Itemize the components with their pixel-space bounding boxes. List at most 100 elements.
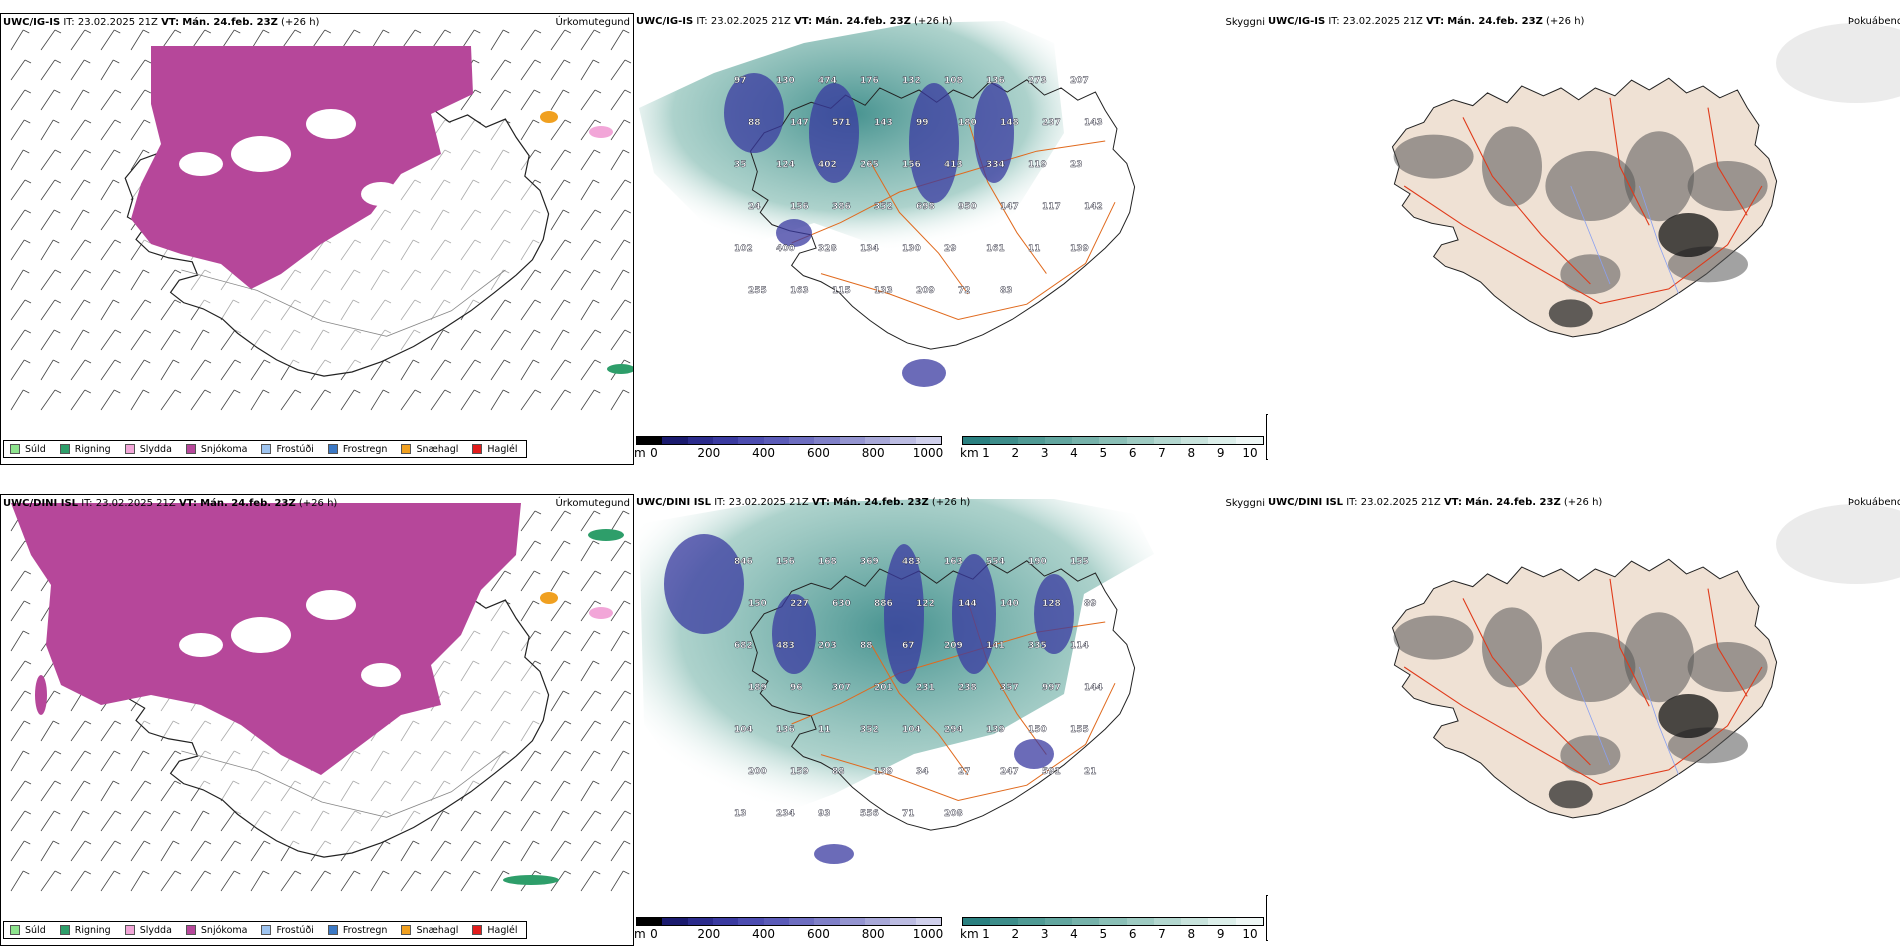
top-cloud-panel: UWC/IG-IS IT: 23.02.2025 21Z VT: Mán. 24…: [1266, 13, 1900, 465]
visibility-value: 139: [1070, 244, 1089, 254]
visibility-value: 180: [958, 118, 977, 128]
low-visibility-area: [974, 83, 1014, 183]
low-visibility-area: [909, 83, 959, 203]
visibility-value: 200: [748, 767, 767, 777]
top-precip-title: UWC/IG-IS IT: 23.02.2025 21Z VT: Mán. 24…: [3, 17, 320, 28]
legend-label: Snjókoma: [200, 443, 248, 455]
visibility-value: 156: [776, 557, 795, 567]
bottom-precip-field-name: Úrkomutegund: [555, 498, 630, 509]
colorbar-unit: km: [960, 927, 979, 941]
legend-item: Frostregn: [327, 925, 387, 936]
visibility-value: 143: [874, 118, 893, 128]
fog-indicator-area: [1658, 694, 1719, 738]
legend-item: Frostúði: [261, 444, 314, 455]
visibility-value: 108: [944, 76, 963, 86]
visibility-value: 234: [776, 809, 795, 819]
colorbar-tick: 1: [982, 446, 990, 460]
colorbar-km: [962, 436, 1264, 445]
colorbar-tick: 0: [650, 446, 658, 460]
legend-item: Haglél: [472, 443, 518, 455]
visibility-value: 104: [734, 725, 753, 735]
fog-indicator-area: [1687, 161, 1768, 211]
fog-indicator-area: [1393, 134, 1474, 179]
top-precip-field-name: Úrkomutegund: [555, 17, 630, 28]
visibility-value: 231: [916, 683, 935, 693]
colorbar-tick: 800: [861, 927, 885, 941]
visibility-value: 21: [1084, 767, 1097, 777]
visibility-value: 71: [902, 809, 915, 819]
no-precip-gap: [361, 663, 401, 687]
snow-area: [35, 675, 47, 715]
visibility-value: 294: [944, 725, 963, 735]
legend-swatch: [10, 925, 20, 935]
legend-label: Frostúði: [276, 924, 314, 936]
visibility-value: 89: [1084, 599, 1097, 609]
visibility-value: 997: [1042, 683, 1061, 693]
visibility-value: 328: [818, 244, 837, 254]
visibility-value: 227: [790, 599, 809, 609]
legend-swatch: [59, 925, 70, 935]
colorbar-m: [636, 436, 942, 445]
visibility-value: 117: [1042, 202, 1061, 212]
rain-area: [503, 875, 559, 885]
colorbar-tick: 5: [1099, 446, 1108, 460]
bottom-cloud-panel: UWC/DINI ISL IT: 23.02.2025 21Z VT: Mán.…: [1266, 494, 1900, 946]
top-precip-panel: UWC/IG-IS IT: 23.02.2025 21Z VT: Mán. 24…: [0, 13, 634, 465]
visibility-value: 29: [944, 244, 957, 254]
colorbar-m: [636, 917, 942, 926]
visibility-value: 96: [790, 683, 803, 693]
colorbar-tick: 7: [1158, 927, 1166, 941]
visibility-value: 189: [748, 683, 767, 693]
visibility-value: 682: [734, 641, 753, 651]
colorbar-tick: 1000: [912, 927, 944, 941]
visibility-value: 556: [860, 809, 879, 819]
visibility-value: 163: [944, 557, 963, 567]
visibility-value: 130: [776, 76, 795, 86]
legend-item: Súld: [10, 925, 46, 936]
visibility-value: 190: [1028, 557, 1047, 567]
visibility-value: 155: [1070, 557, 1089, 567]
visibility-value: 13: [734, 809, 747, 819]
fog-indicator-area: [1548, 780, 1593, 809]
sleet-area: [589, 126, 613, 138]
colorbar-tick: 7: [1158, 446, 1166, 460]
low-visibility-area: [884, 544, 924, 684]
colorbar-tick: 800: [861, 446, 885, 460]
visibility-value: 88: [748, 118, 761, 128]
fog-indicator-area: [1624, 612, 1694, 703]
visibility-value: 209: [944, 641, 963, 651]
visibility-value: 147: [1000, 202, 1019, 212]
colorbar-unit: m: [634, 927, 646, 941]
visibility-value: 255: [748, 286, 767, 296]
visibility-value: 237: [1042, 118, 1061, 128]
legend-swatch: [124, 444, 135, 454]
legend-label: Slydda: [139, 443, 172, 455]
low-visibility-area: [664, 534, 744, 634]
bottom-precip-panel: UWC/DINI ISL IT: 23.02.2025 21Z VT: Mán.…: [0, 494, 634, 946]
graupel-area: [540, 592, 558, 604]
visibility-value: 34: [916, 767, 929, 777]
legend-label: Haglél: [487, 443, 518, 455]
visibility-value: 208: [944, 809, 963, 819]
legend-label: Haglél: [487, 924, 518, 936]
low-visibility-area: [1034, 574, 1074, 654]
visibility-value: 88: [860, 641, 873, 651]
legend-label: Súld: [25, 443, 46, 455]
visibility-value: 400: [776, 244, 795, 254]
rain-area: [607, 364, 633, 374]
visibility-value: 122: [916, 599, 935, 609]
legend-label: Rigning: [74, 924, 111, 936]
visibility-value: 265: [860, 160, 879, 170]
colorbar-tick: 4: [1070, 446, 1078, 460]
colorbar-tick: 200: [697, 446, 721, 460]
top-precip-map: [10, 29, 633, 411]
legend-swatch: [401, 925, 412, 935]
legend-swatch: [261, 444, 272, 454]
visibility-value: 67: [902, 641, 915, 651]
visibility-value: 591: [1042, 767, 1061, 777]
visibility-value: 141: [986, 641, 1005, 651]
bottom-visibility-colorbars: m 0 200 400 600 800 1000 km 1 2 3 4 5 6 7 8 9 10: [634, 917, 1268, 946]
visibility-value: 203: [818, 641, 837, 651]
no-precip-gap: [306, 109, 356, 139]
top-visibility-colorbars: m 0 200 400 600 800 1000 km 1 2 3 4 5 6 7 8 9 10: [634, 436, 1268, 465]
